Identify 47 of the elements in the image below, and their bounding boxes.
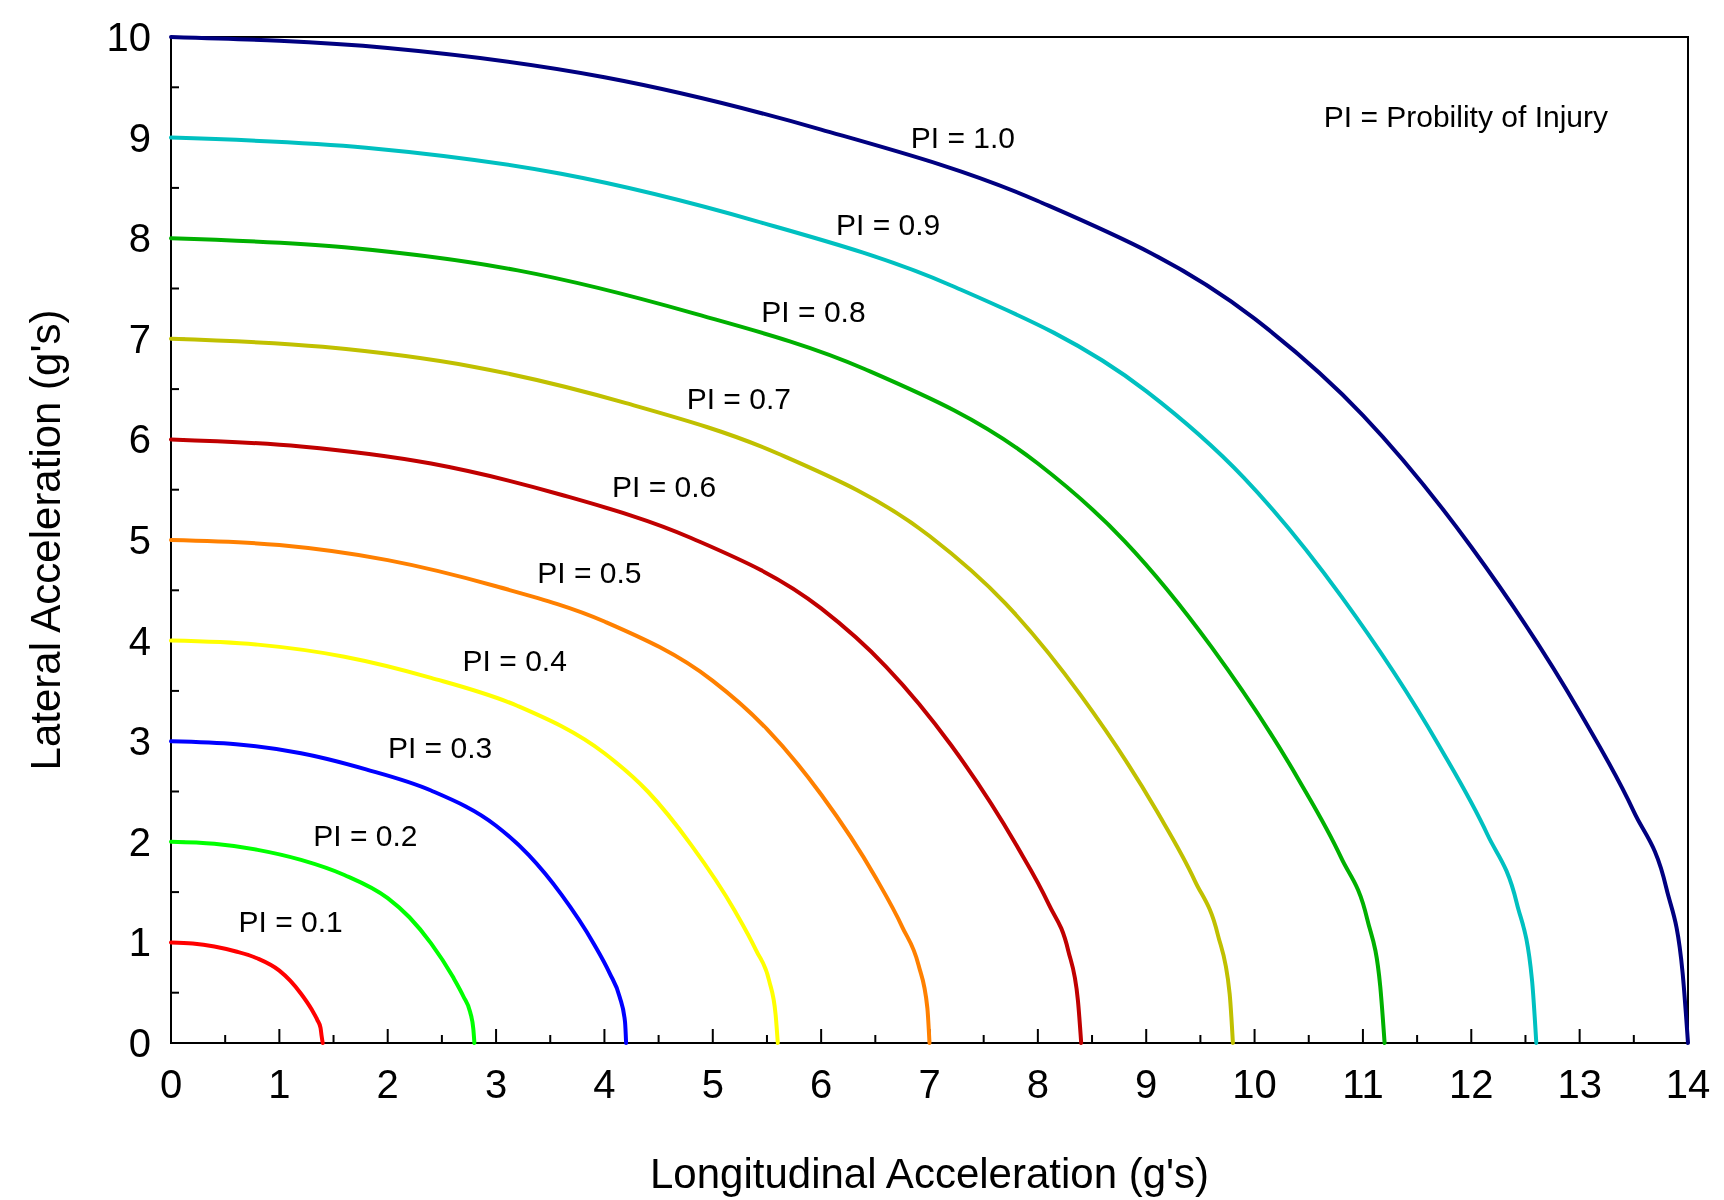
x-tick-label: 2 xyxy=(376,1062,399,1106)
y-tick-label: 8 xyxy=(128,216,151,261)
x-tick-label: 1 xyxy=(268,1062,291,1106)
series-label: PI = 0.5 xyxy=(537,556,642,590)
x-tick-label: 9 xyxy=(1135,1062,1158,1106)
y-tick-label: 9 xyxy=(128,115,151,160)
annotation: PI = Probility of Injury xyxy=(1323,100,1608,133)
y-tick-label: 5 xyxy=(128,518,151,562)
y-tick-label: 2 xyxy=(128,819,151,864)
y-tick-label: 6 xyxy=(128,417,151,462)
series-label: PI = 0.1 xyxy=(238,905,343,939)
x-tick-label: 5 xyxy=(701,1062,724,1106)
x-tick-label: 4 xyxy=(593,1062,616,1106)
series-label: PI = 0.4 xyxy=(462,643,567,677)
line-series xyxy=(169,538,932,1045)
x-tick-label: 6 xyxy=(810,1062,833,1106)
x-tick-label: 0 xyxy=(159,1062,183,1106)
line-series xyxy=(169,236,1387,1045)
line-series xyxy=(169,437,1084,1045)
x-tick-label: 8 xyxy=(1026,1062,1049,1106)
y-axis-title: Lateral Acceleration (g's) xyxy=(22,309,69,771)
y-tick-label: 7 xyxy=(128,316,151,361)
series-label: PI = 1.0 xyxy=(910,120,1015,154)
y-tick-label: 4 xyxy=(128,618,151,663)
series-label: PI = 0.2 xyxy=(313,819,418,852)
y-tick-label: 10 xyxy=(106,15,151,59)
line-series xyxy=(169,940,325,1045)
x-tick-label: 11 xyxy=(1342,1062,1384,1106)
series-label: PI = 0.7 xyxy=(686,382,791,416)
y-tick-label: 1 xyxy=(128,920,151,965)
y-tick-label: 0 xyxy=(128,1021,151,1065)
x-tick-label: 13 xyxy=(1557,1062,1602,1106)
line-series xyxy=(169,739,629,1045)
series-label: PI = 0.3 xyxy=(387,731,493,765)
x-tick-label: 12 xyxy=(1449,1062,1494,1106)
line-series xyxy=(169,336,1235,1045)
x-tick-label: 3 xyxy=(484,1062,508,1106)
x-tick-label: 10 xyxy=(1232,1062,1277,1106)
x-axis-title: Longitudinal Acceleration (g's) xyxy=(649,1150,1210,1197)
line-series xyxy=(169,35,1690,1045)
series-label: PI = 0.8 xyxy=(761,294,866,328)
y-tick-label: 3 xyxy=(128,719,151,764)
series-label: PI = 0.6 xyxy=(611,469,717,503)
x-tick-label: 14 xyxy=(1665,1062,1711,1106)
x-tick-label: 7 xyxy=(918,1062,941,1106)
line-series xyxy=(169,638,780,1045)
series-label: PI = 0.9 xyxy=(836,208,941,242)
